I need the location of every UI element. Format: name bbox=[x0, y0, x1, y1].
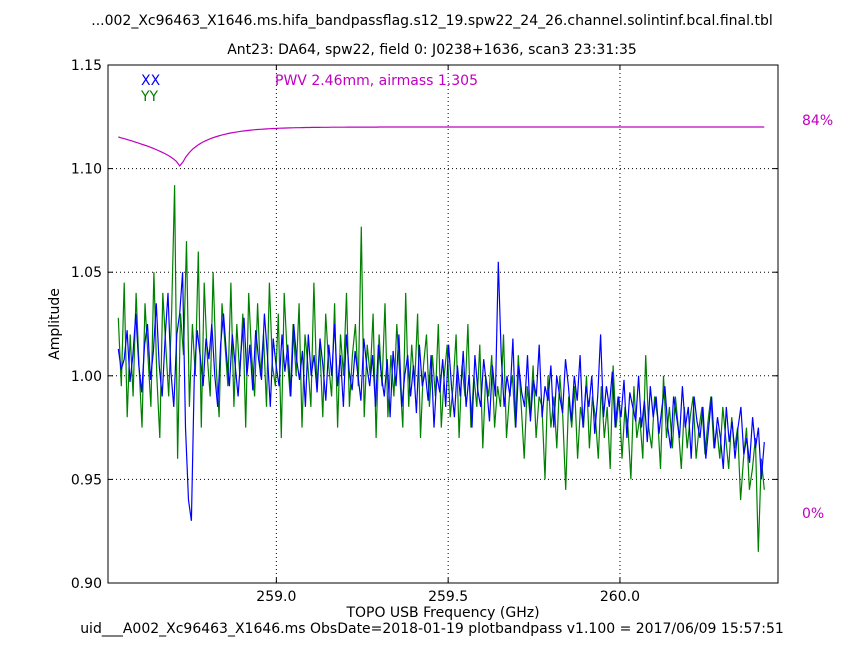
series-lines bbox=[117, 126, 765, 552]
x-axis-label: TOPO USB Frequency (GHz) bbox=[346, 605, 540, 621]
y-axis-label: Amplitude bbox=[47, 288, 63, 360]
plot-frame bbox=[107, 64, 779, 584]
x-tick-label: 259.5 bbox=[428, 589, 468, 605]
axis-ticks bbox=[108, 64, 778, 584]
plot-footer: uid___A002_Xc96463_X1646.ms ObsDate=2018… bbox=[80, 621, 784, 637]
series-line-xx bbox=[117, 261, 765, 521]
y-tick-label: 1.15 bbox=[71, 58, 102, 74]
legend-entry-xx: XX bbox=[141, 73, 161, 89]
plot-title-line2: Ant23: DA64, spw22, field 0: J0238+1636,… bbox=[227, 42, 637, 58]
atm-scale-low-label: 0% bbox=[802, 506, 825, 522]
x-tick-label: 260.0 bbox=[600, 589, 640, 605]
x-tick-label: 259.0 bbox=[256, 589, 296, 605]
pwv-annotation: PWV 2.46mm, airmass 1.305 bbox=[275, 73, 478, 89]
plot-title-line1: ...002_Xc96463_X1646.ms.hifa_bandpassfla… bbox=[91, 13, 773, 29]
atm-scale-high-label: 84% bbox=[802, 113, 834, 129]
tick-labels: 259.0 259.5 260.0 0.90 0.95 1.00 1.05 1.10 1.15 bbox=[71, 58, 640, 605]
legend-entry-yy: YY bbox=[140, 89, 159, 105]
y-tick-label: 1.00 bbox=[71, 369, 102, 385]
y-tick-label: 0.95 bbox=[71, 472, 102, 488]
y-tick-label: 0.90 bbox=[71, 576, 102, 592]
y-tick-label: 1.10 bbox=[71, 162, 102, 178]
series-line-atmospheric-transmission bbox=[118, 126, 765, 167]
y-tick-label: 1.05 bbox=[71, 265, 102, 281]
grid-lines bbox=[108, 65, 778, 583]
